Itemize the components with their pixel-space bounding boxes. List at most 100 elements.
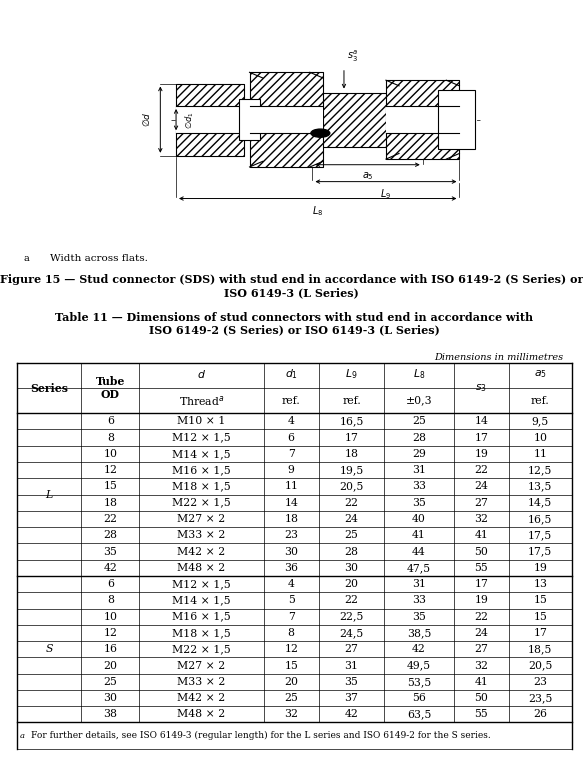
- Text: 56: 56: [412, 693, 426, 703]
- Text: M12 × 1,5: M12 × 1,5: [172, 432, 231, 442]
- Text: 44: 44: [412, 546, 426, 556]
- Text: 33: 33: [412, 481, 426, 491]
- Text: 42: 42: [345, 709, 359, 720]
- Text: Thread$^a$: Thread$^a$: [178, 393, 224, 408]
- Text: 41: 41: [412, 530, 426, 540]
- Text: 12: 12: [103, 465, 117, 475]
- Text: 55: 55: [475, 563, 489, 573]
- Text: 22: 22: [103, 514, 117, 524]
- Text: $L_8$: $L_8$: [413, 367, 425, 381]
- Bar: [176, 83, 244, 156]
- Text: a: a: [20, 732, 25, 740]
- Bar: [250, 106, 323, 133]
- Text: 11: 11: [285, 481, 298, 491]
- Text: M48 × 2: M48 × 2: [177, 563, 226, 573]
- Text: 19: 19: [475, 449, 489, 459]
- Text: 36: 36: [285, 563, 298, 573]
- Text: 16: 16: [103, 644, 117, 654]
- Text: 10: 10: [533, 432, 547, 442]
- Text: 27: 27: [345, 644, 359, 654]
- Text: $\emptyset d_1$: $\emptyset d_1$: [184, 111, 196, 128]
- Text: 20: 20: [285, 677, 298, 687]
- Text: ref.: ref.: [342, 396, 361, 406]
- Text: $d$: $d$: [197, 368, 206, 380]
- Text: 63,5: 63,5: [407, 709, 431, 720]
- Text: 17,5: 17,5: [528, 546, 553, 556]
- Text: M48 × 2: M48 × 2: [177, 709, 226, 720]
- Text: 24: 24: [475, 628, 489, 638]
- Text: 14: 14: [475, 416, 489, 426]
- Text: 26: 26: [533, 709, 547, 720]
- Text: ±0,3: ±0,3: [406, 396, 432, 406]
- Text: 41: 41: [475, 530, 489, 540]
- Text: For further details, see ISO 6149-3 (regular length) for the L series and ISO 61: For further details, see ISO 6149-3 (reg…: [31, 731, 491, 740]
- Text: 4: 4: [288, 579, 294, 589]
- Text: 16,5: 16,5: [339, 416, 364, 426]
- Text: Series: Series: [30, 383, 68, 393]
- Text: 32: 32: [475, 661, 489, 671]
- Text: 14: 14: [285, 497, 298, 508]
- Text: 49,5: 49,5: [407, 661, 431, 671]
- Text: 50: 50: [475, 693, 489, 703]
- Text: L: L: [45, 490, 53, 500]
- Text: $\emptyset d$: $\emptyset d$: [142, 112, 153, 128]
- Text: M33 × 2: M33 × 2: [177, 677, 226, 687]
- Text: Width across flats.: Width across flats.: [50, 254, 147, 263]
- Text: 15: 15: [533, 595, 547, 605]
- Text: 30: 30: [103, 693, 117, 703]
- Text: 17: 17: [475, 432, 489, 442]
- Text: $d_1$: $d_1$: [285, 367, 298, 381]
- Text: M14 × 1,5: M14 × 1,5: [172, 595, 231, 605]
- Text: 25: 25: [103, 677, 117, 687]
- Text: 13,5: 13,5: [528, 481, 553, 491]
- Text: 42: 42: [412, 644, 426, 654]
- Text: 17: 17: [475, 579, 489, 589]
- Text: ref.: ref.: [282, 396, 301, 406]
- Text: 14,5: 14,5: [528, 497, 553, 508]
- Text: M14 × 1,5: M14 × 1,5: [172, 449, 231, 459]
- Bar: [386, 80, 459, 159]
- Text: 18: 18: [103, 497, 117, 508]
- Text: 4: 4: [288, 416, 294, 426]
- Bar: [312, 92, 423, 147]
- Text: 23,5: 23,5: [528, 693, 553, 703]
- Text: M16 × 1,5: M16 × 1,5: [172, 465, 231, 475]
- Text: 27: 27: [475, 497, 489, 508]
- Bar: [250, 73, 323, 167]
- Text: 18,5: 18,5: [528, 644, 553, 654]
- Text: 20,5: 20,5: [339, 481, 364, 491]
- Text: 6: 6: [107, 579, 114, 589]
- Text: 12: 12: [285, 644, 298, 654]
- Text: 23: 23: [533, 677, 547, 687]
- Text: 33: 33: [412, 595, 426, 605]
- Text: 40: 40: [412, 514, 426, 524]
- Text: 13: 13: [533, 579, 547, 589]
- Text: 5: 5: [288, 595, 294, 605]
- Text: a: a: [23, 254, 29, 263]
- Text: 15: 15: [285, 661, 298, 671]
- Text: 30: 30: [345, 563, 359, 573]
- Text: 22,5: 22,5: [339, 612, 364, 622]
- Text: $s_3$: $s_3$: [476, 382, 487, 394]
- Text: 12,5: 12,5: [528, 465, 553, 475]
- Text: 25: 25: [285, 693, 298, 703]
- Text: 8: 8: [107, 432, 114, 442]
- Text: 30: 30: [285, 546, 298, 556]
- Text: 18: 18: [285, 514, 298, 524]
- Text: 31: 31: [345, 661, 359, 671]
- Text: 24: 24: [475, 481, 489, 491]
- Text: M18 × 1,5: M18 × 1,5: [172, 481, 231, 491]
- Text: $L_9$: $L_9$: [345, 367, 358, 381]
- Text: 28: 28: [412, 432, 426, 442]
- Text: $a_5$: $a_5$: [534, 368, 547, 380]
- Text: M18 × 1,5: M18 × 1,5: [172, 628, 231, 638]
- Text: 28: 28: [103, 530, 117, 540]
- Text: 47,5: 47,5: [407, 563, 431, 573]
- Text: 6: 6: [107, 416, 114, 426]
- Text: M10 × 1: M10 × 1: [177, 416, 226, 426]
- Text: $L_9$: $L_9$: [380, 187, 392, 201]
- Text: 32: 32: [285, 709, 298, 720]
- Text: 31: 31: [412, 579, 426, 589]
- Bar: [386, 80, 459, 159]
- Text: Figure 15 — Stud connector (SDS) with stud end in accordance with ISO 6149-2 (S : Figure 15 — Stud connector (SDS) with st…: [0, 274, 583, 298]
